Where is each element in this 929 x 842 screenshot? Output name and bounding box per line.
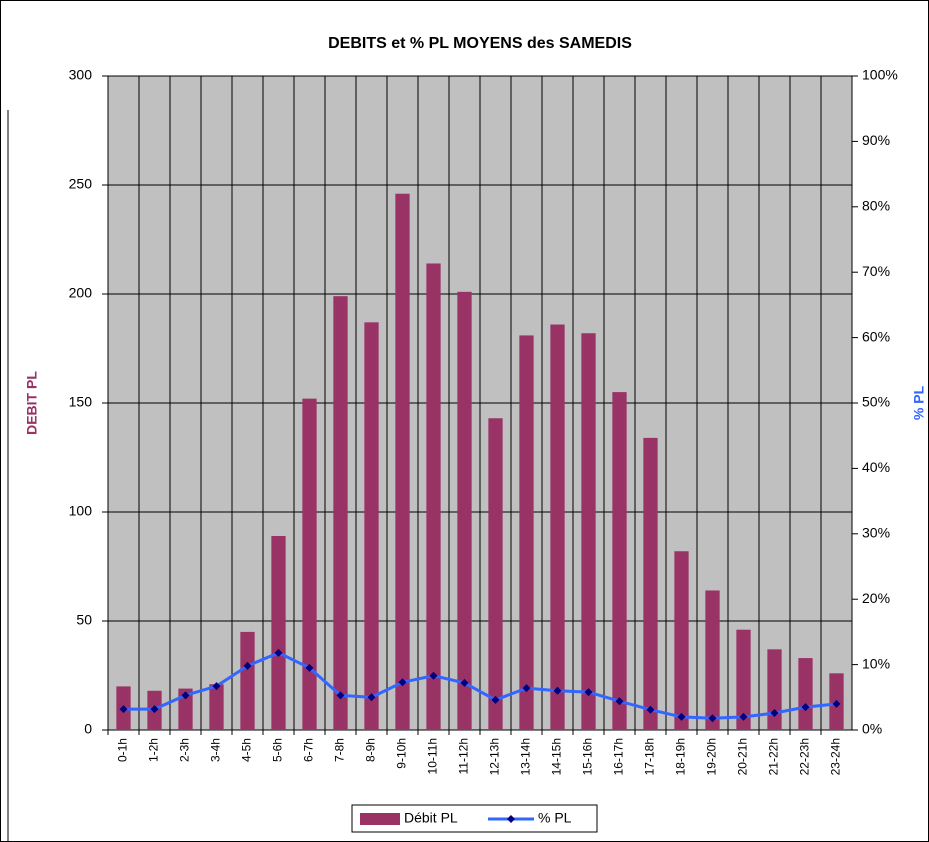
bar: [674, 551, 689, 730]
y2-tick-label: 100%: [862, 67, 898, 83]
y-tick-label: 0: [84, 721, 92, 737]
legend-marker: [507, 815, 515, 823]
bar: [550, 324, 565, 730]
y-tick-label: 250: [69, 176, 93, 192]
y2-tick-label: 60%: [862, 328, 890, 344]
x-tick-label: 6-7h: [302, 738, 316, 762]
x-tick-label: 2-3h: [178, 738, 192, 762]
y2-axis-title: % PL: [911, 385, 927, 420]
marker: [181, 691, 190, 700]
marker: [243, 661, 252, 670]
bar: [209, 684, 224, 730]
marker: [739, 712, 748, 721]
legend-label: % PL: [538, 810, 572, 826]
y2-tick-label: 30%: [862, 525, 890, 541]
bar: [240, 631, 255, 730]
marker: [646, 705, 655, 714]
y2-tick-label: 90%: [862, 132, 890, 148]
y-axis-title: DEBIT PL: [24, 371, 40, 435]
x-tick-label: 20-21h: [736, 738, 750, 775]
x-tick-label: 14-15h: [550, 738, 564, 775]
marker: [770, 708, 779, 717]
x-tick-label: 15-16h: [581, 738, 595, 775]
marker: [150, 705, 159, 714]
marker: [584, 688, 593, 697]
bar: [736, 629, 751, 730]
bar: [426, 263, 441, 730]
marker: [677, 712, 686, 721]
y-tick-label: 150: [69, 394, 93, 410]
y2-tick-label: 0%: [862, 721, 882, 737]
x-tick-label: 8-9h: [364, 738, 378, 762]
marker: [212, 682, 221, 691]
x-tick-label: 7-8h: [333, 738, 347, 762]
marker: [398, 678, 407, 687]
legend-label: Débit PL: [404, 810, 458, 826]
x-tick-label: 12-13h: [488, 738, 502, 775]
y-tick-label: 50: [76, 612, 92, 628]
legend-swatch: [360, 813, 400, 825]
y2-tick-label: 20%: [862, 590, 890, 606]
x-tick-label: 10-11h: [426, 738, 440, 774]
marker: [491, 695, 500, 704]
x-tick-label: 9-10h: [395, 738, 409, 769]
y2-tick-label: 40%: [862, 459, 890, 475]
bar: [302, 398, 317, 730]
x-tick-label: 5-6h: [271, 738, 285, 762]
marker: [615, 697, 624, 706]
bar: [488, 418, 503, 730]
x-tick-label: 19-20h: [705, 738, 719, 775]
y-tick-label: 200: [69, 285, 93, 301]
marker: [336, 691, 345, 700]
marker: [429, 671, 438, 680]
marker: [801, 703, 810, 712]
x-tick-label: 4-5h: [240, 738, 254, 762]
x-tick-label: 0-1h: [116, 738, 130, 762]
bar: [767, 649, 782, 730]
x-tick-label: 18-19h: [674, 738, 688, 775]
bar: [643, 437, 658, 730]
y2-tick-label: 70%: [862, 263, 890, 279]
bar: [612, 392, 627, 730]
x-tick-label: 3-4h: [209, 738, 223, 762]
y2-tick-label: 50%: [862, 394, 890, 410]
x-tick-label: 22-23h: [798, 738, 812, 775]
bar: [395, 193, 410, 731]
bar: [457, 291, 472, 730]
chart-title: DEBITS et % PL MOYENS des SAMEDIS: [328, 35, 632, 52]
y2-tick-label: 10%: [862, 655, 890, 671]
x-tick-label: 11-12h: [457, 738, 471, 774]
bar: [364, 322, 379, 730]
marker: [522, 684, 531, 693]
line: [123, 651, 837, 720]
bar: [178, 688, 193, 730]
marker: [274, 648, 283, 657]
x-tick-label: 16-17h: [612, 738, 626, 775]
bar: [798, 658, 813, 730]
x-tick-label: 1-2h: [147, 738, 161, 762]
bar: [333, 296, 348, 730]
marker: [305, 663, 314, 672]
x-tick-label: 13-14h: [519, 738, 533, 775]
y-tick-label: 300: [69, 67, 93, 83]
bar: [519, 335, 534, 730]
x-tick-label: 23-24h: [829, 738, 843, 775]
x-tick-label: 17-18h: [643, 738, 657, 775]
marker: [708, 714, 717, 723]
bar: [581, 333, 596, 730]
bar: [271, 535, 286, 730]
marker: [460, 678, 469, 687]
bar: [705, 590, 720, 730]
marker: [367, 693, 376, 702]
x-tick-label: 21-22h: [767, 738, 781, 775]
marker: [553, 686, 562, 695]
y2-tick-label: 80%: [862, 198, 890, 214]
marker: [119, 705, 128, 714]
marker: [832, 699, 841, 708]
y-tick-label: 100: [69, 503, 93, 519]
